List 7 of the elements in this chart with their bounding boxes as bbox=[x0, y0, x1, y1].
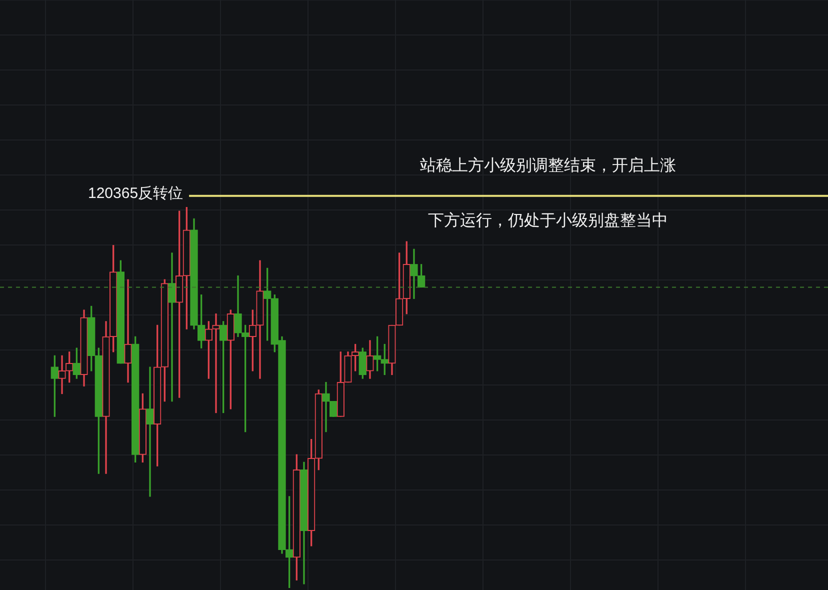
text: 站稳上方小级别调整结束，开启上涨 bbox=[420, 156, 676, 174]
candlestick bbox=[146, 366, 154, 497]
text: 下方运行，仍处于小级别盘整当中 bbox=[428, 211, 668, 230]
candlestick bbox=[212, 314, 220, 414]
candlestick bbox=[168, 252, 176, 402]
ref-line-label: 120365反转位 bbox=[88, 185, 184, 202]
candlestick bbox=[124, 279, 132, 383]
